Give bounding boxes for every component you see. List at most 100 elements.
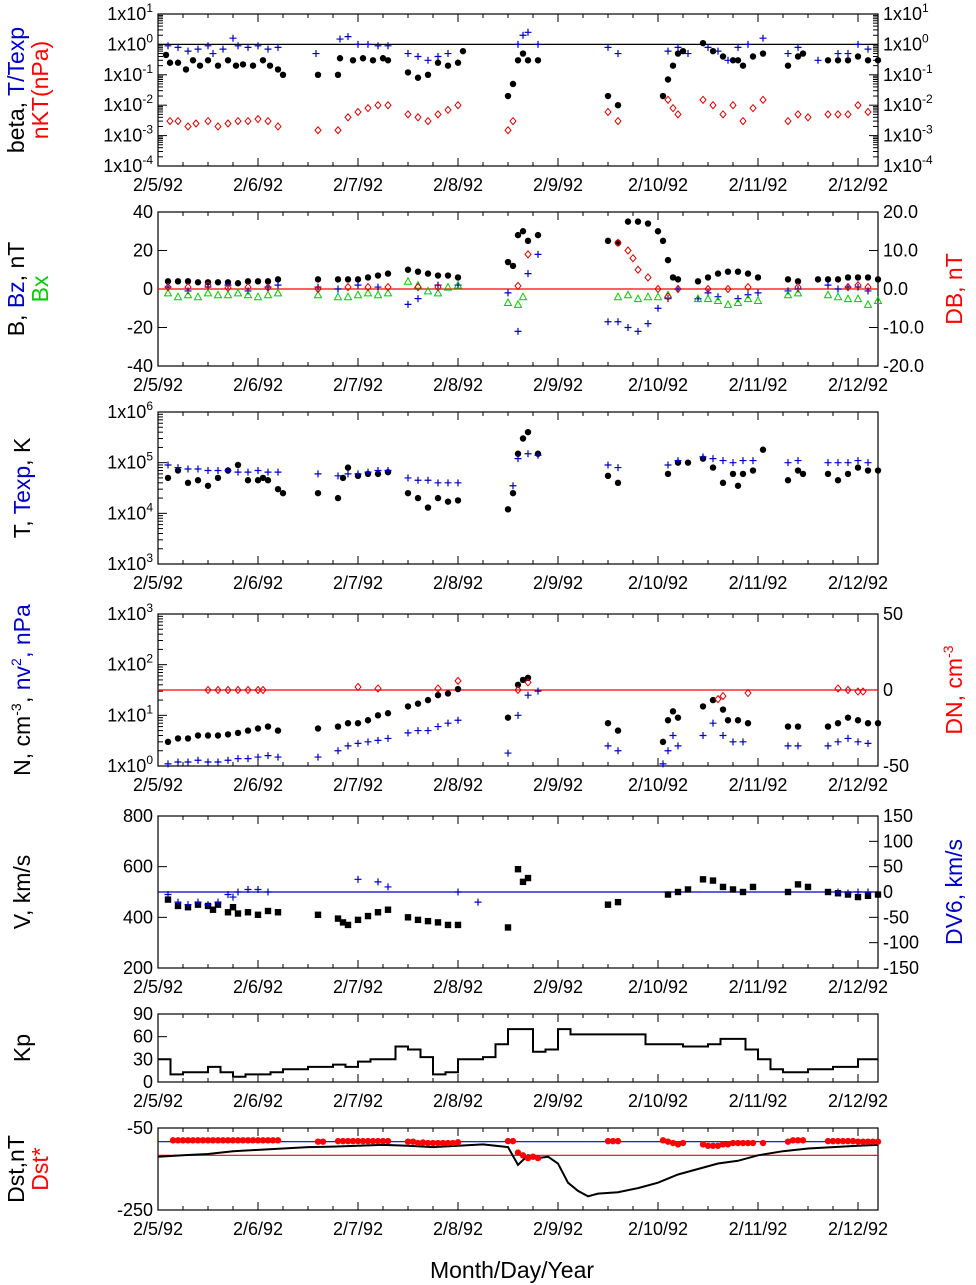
data-point xyxy=(414,295,422,303)
data-point xyxy=(384,906,392,913)
y-axis-title: Dst,nT xyxy=(3,1135,29,1203)
x-tick-label: 2/11/92 xyxy=(729,1091,788,1111)
axis-title-part: N, cm xyxy=(9,716,35,776)
data-point xyxy=(374,1137,382,1145)
x-tick-label: 2/10/92 xyxy=(628,1219,688,1239)
data-point xyxy=(314,725,322,732)
data-point xyxy=(784,62,792,69)
data-point xyxy=(674,285,682,293)
data-point xyxy=(699,95,707,105)
data-point xyxy=(424,270,432,277)
data-point xyxy=(414,113,422,122)
data-point xyxy=(374,736,382,744)
data-point xyxy=(784,50,792,58)
x-tick-label: 2/11/92 xyxy=(729,1219,788,1239)
data-point xyxy=(874,467,882,474)
y-axis-title: Kp xyxy=(9,1034,35,1062)
data-point xyxy=(724,56,732,64)
data-point xyxy=(439,1139,447,1147)
y-tick-label-right: 0 xyxy=(883,882,893,902)
data-point xyxy=(364,912,372,920)
data-point xyxy=(364,274,372,281)
data-point xyxy=(453,280,463,289)
x-tick-label: 2/12/92 xyxy=(828,1091,888,1111)
data-point xyxy=(209,1137,217,1144)
data-point xyxy=(834,477,842,484)
data-point xyxy=(244,909,252,916)
data-point xyxy=(733,297,743,306)
x-tick-label: 2/7/92 xyxy=(333,1091,383,1111)
data-point xyxy=(274,43,282,51)
plot-frame xyxy=(157,411,879,565)
series-kp-0 xyxy=(158,1028,878,1078)
data-point xyxy=(719,1141,727,1148)
data-point xyxy=(264,723,272,730)
data-point xyxy=(404,110,412,119)
y-tick-label-left: 1x100 xyxy=(107,753,153,776)
data-point xyxy=(703,294,713,303)
data-point xyxy=(794,53,802,60)
data-point xyxy=(224,1137,232,1144)
data-point xyxy=(364,103,372,113)
data-point xyxy=(384,734,392,742)
data-point xyxy=(864,888,872,896)
data-point xyxy=(519,676,527,684)
data-point xyxy=(743,294,753,303)
data-point xyxy=(654,304,662,312)
series-line xyxy=(158,1028,878,1078)
data-point xyxy=(739,888,747,896)
data-point xyxy=(384,883,392,891)
data-point xyxy=(519,435,527,442)
data-point xyxy=(374,42,382,50)
data-point xyxy=(189,1137,197,1144)
data-point xyxy=(414,1139,422,1147)
data-point xyxy=(454,685,462,693)
x-tick-label: 2/5/92 xyxy=(133,1091,183,1111)
x-tick-label: 2/6/92 xyxy=(233,1219,283,1239)
data-point xyxy=(844,274,852,281)
data-point xyxy=(519,228,527,235)
data-point xyxy=(164,891,172,899)
data-point xyxy=(614,102,622,109)
x-tick-label: 2/6/92 xyxy=(233,375,283,395)
data-point xyxy=(249,62,257,69)
data-point xyxy=(749,883,757,891)
data-point xyxy=(334,285,342,293)
data-point xyxy=(824,57,832,64)
data-point xyxy=(234,755,242,763)
data-point xyxy=(174,735,182,742)
data-point xyxy=(474,898,482,906)
data-point xyxy=(244,278,252,285)
x-tick-label: 2/5/92 xyxy=(133,775,183,795)
data-point xyxy=(314,276,322,283)
data-point xyxy=(279,71,287,79)
y-axis-title: T, Texp, K xyxy=(9,437,35,538)
data-point xyxy=(184,122,192,131)
data-point xyxy=(312,50,320,58)
data-point xyxy=(844,50,852,58)
data-point xyxy=(194,898,202,906)
series-mag-1 xyxy=(164,250,872,335)
data-point xyxy=(264,116,272,126)
x-tick-label: 2/7/92 xyxy=(333,1219,383,1239)
x-tick-label: 2/5/92 xyxy=(133,175,183,195)
data-point xyxy=(604,318,612,326)
data-point xyxy=(373,290,383,299)
data-point xyxy=(364,1137,372,1145)
data-point xyxy=(664,1138,672,1145)
data-point xyxy=(854,40,862,48)
figure-x-axis-label: Month/Day/Year xyxy=(430,1257,594,1283)
data-point xyxy=(334,494,342,502)
data-point xyxy=(364,738,372,746)
data-point xyxy=(874,276,882,283)
data-point xyxy=(524,428,532,436)
data-point xyxy=(844,110,852,119)
data-point xyxy=(204,732,212,739)
x-tick-label: 2/9/92 xyxy=(533,175,583,195)
data-point xyxy=(623,290,633,299)
data-point xyxy=(794,278,802,285)
y-tick-label-left: -40 xyxy=(127,356,153,376)
data-point xyxy=(799,470,807,478)
data-point xyxy=(363,288,373,297)
data-point xyxy=(374,878,382,886)
